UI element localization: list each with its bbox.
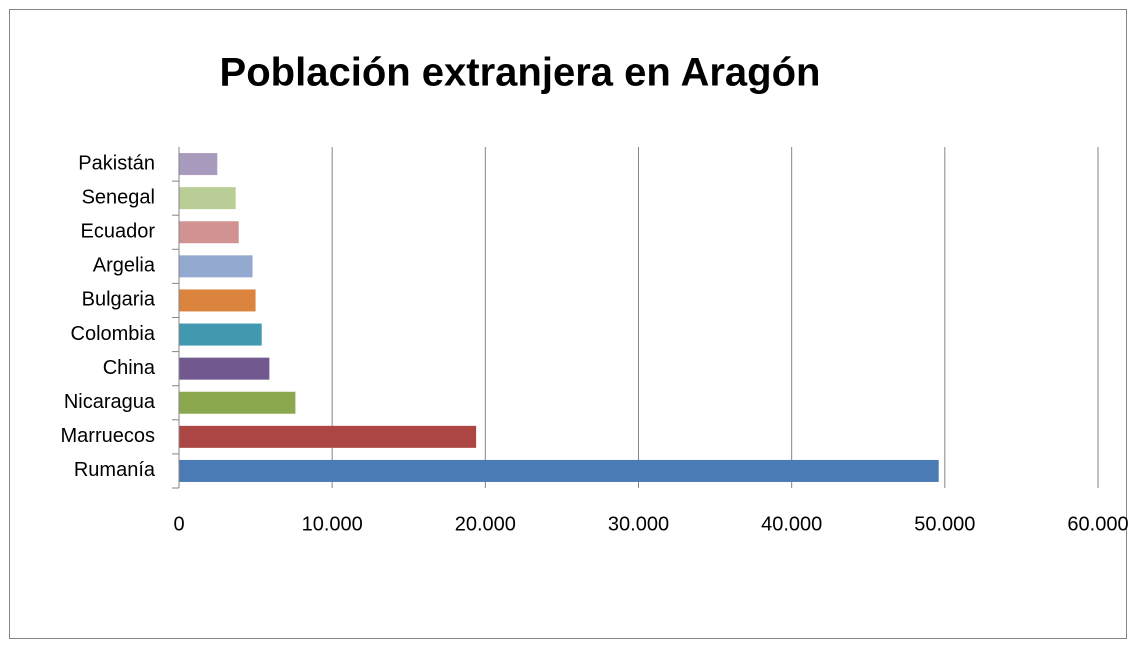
y-tick-label: Rumanía xyxy=(74,459,156,481)
bar xyxy=(179,357,270,380)
bar xyxy=(179,221,239,244)
bar xyxy=(179,391,296,414)
y-tick-label: Colombia xyxy=(71,323,156,345)
bar xyxy=(179,153,218,176)
x-tick-label: 40.000 xyxy=(761,513,822,535)
y-tick-label: Argelia xyxy=(93,255,156,277)
bar xyxy=(179,289,256,312)
x-tick-label: 20.000 xyxy=(455,513,516,535)
x-tick-label: 30.000 xyxy=(608,513,669,535)
x-tick-label: 50.000 xyxy=(914,513,975,535)
bar xyxy=(179,459,939,482)
y-tick-label: Pakistán xyxy=(78,152,155,174)
x-tick-label: 0 xyxy=(173,513,184,535)
y-tick-label: Senegal xyxy=(82,186,155,208)
y-tick-label: China xyxy=(103,357,156,379)
y-tick-label: Ecuador xyxy=(81,221,156,243)
y-tick-label: Marruecos xyxy=(61,425,155,447)
chart-title: Población extranjera en Aragón xyxy=(220,51,821,95)
chart-frame xyxy=(9,9,1127,639)
bar xyxy=(179,255,253,278)
y-tick-label: Bulgaria xyxy=(82,289,156,311)
x-tick-label: 60.000 xyxy=(1067,513,1128,535)
y-tick-label: Nicaragua xyxy=(64,391,156,413)
bar xyxy=(179,323,262,346)
x-tick-label: 10.000 xyxy=(302,513,363,535)
bar xyxy=(179,425,477,448)
bar xyxy=(179,187,236,210)
